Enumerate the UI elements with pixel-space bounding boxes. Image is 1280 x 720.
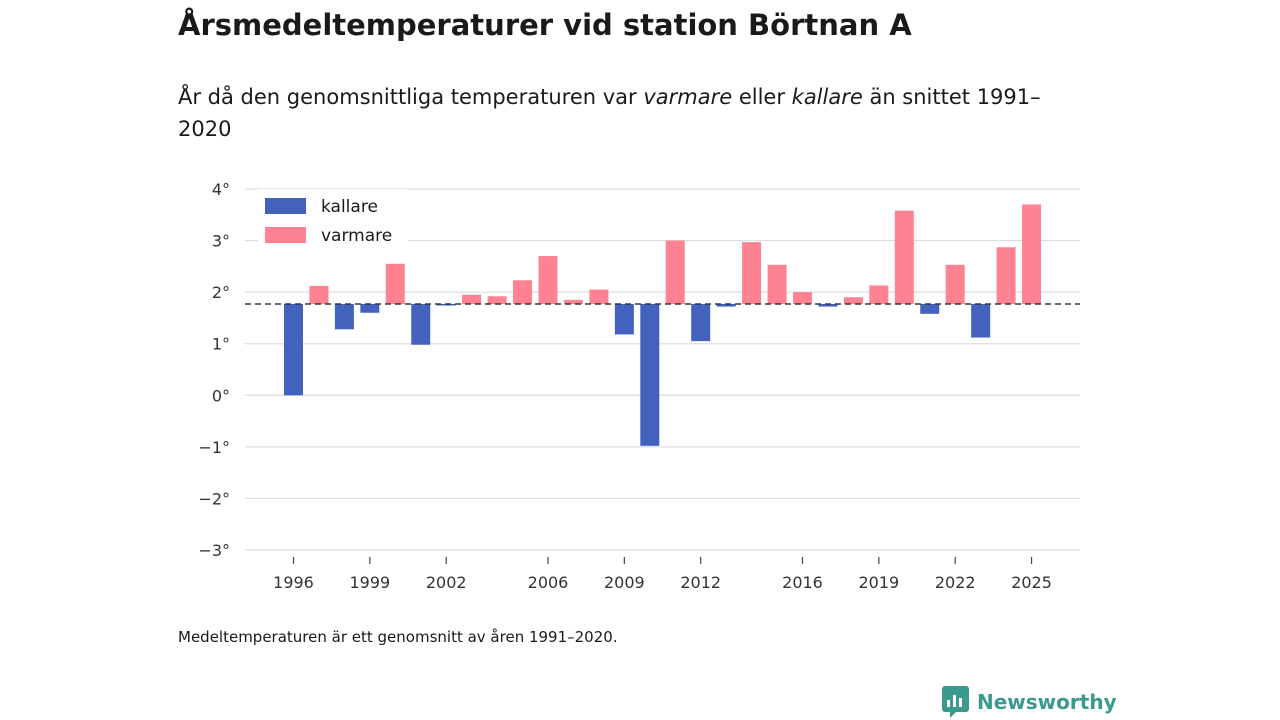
bar-2022 [945, 264, 965, 305]
y-tick-label: −3° [198, 541, 230, 560]
brand-name: Newsworthy [977, 690, 1117, 714]
x-tick-label: 2019 [858, 573, 899, 592]
bar-2024 [996, 247, 1016, 305]
y-tick-label: 4° [212, 180, 230, 199]
brand-logo: Newsworthy [942, 686, 1117, 718]
x-tick-label: 2006 [528, 573, 569, 592]
bar-2009 [614, 304, 634, 335]
bar-2003 [462, 294, 482, 305]
bar-chart: −3° −2° −1° 0° 1° 2° 3° 4° 1996 1999 2002 2006 2009 2… [198, 180, 1080, 592]
bar-2018 [843, 297, 863, 305]
subtitle-cold-word: kallare [791, 85, 863, 109]
bar-2025 [1022, 204, 1042, 305]
bar-2019 [869, 285, 889, 305]
subtitle-text-end: än snittet 1991–2020 [178, 85, 1041, 141]
legend-swatch-cold [265, 198, 306, 214]
x-tick-label: 2016 [782, 573, 823, 592]
y-tick-label: 1° [212, 335, 230, 354]
bar-2015 [767, 264, 787, 305]
bar-2012 [691, 304, 711, 342]
subtitle-warm-word: varmare [643, 85, 733, 109]
x-tick-label: 2022 [935, 573, 976, 592]
newsworthy-logo-icon [942, 686, 969, 718]
bar-2000 [385, 263, 405, 305]
legend-label-warm: varmare [321, 226, 392, 246]
bar-2020 [894, 210, 914, 305]
x-tick-label: 2025 [1011, 573, 1052, 592]
bar-2006 [538, 256, 558, 305]
bar-2007 [563, 299, 583, 305]
y-tick-label: 0° [212, 386, 230, 405]
legend-swatch-warm [265, 227, 306, 243]
bar-2021 [920, 304, 940, 314]
y-tick-label: −2° [198, 489, 230, 508]
bar-1998 [334, 304, 354, 330]
y-tick-label: −1° [198, 438, 230, 457]
bar-2008 [589, 289, 609, 305]
bar-2013 [716, 304, 736, 307]
bar-2011 [665, 240, 685, 305]
bar-2014 [742, 242, 762, 305]
subtitle-text-start: År då den genomsnittliga temperaturen va… [178, 85, 644, 109]
x-tick-label: 1996 [273, 573, 314, 592]
bar-2017 [818, 304, 838, 307]
bar-2023 [971, 304, 991, 338]
bar-2001 [411, 304, 431, 345]
bar-2004 [487, 296, 507, 305]
chart-title: Årsmedeltemperaturer vid station Börtnan… [178, 8, 912, 42]
subtitle-text-mid: eller [732, 85, 792, 109]
legend-label-cold: kallare [321, 197, 378, 217]
bar-2010 [640, 304, 660, 446]
bar-2016 [793, 292, 812, 305]
bar-1997 [309, 285, 329, 305]
x-tick-label: 2009 [604, 573, 645, 592]
y-tick-label: 2° [212, 283, 230, 302]
chart-subtitle: År då den genomsnittliga temperaturen va… [178, 81, 1058, 145]
footnote: Medeltemperaturen är ett genomsnitt av å… [178, 628, 618, 646]
bar-1996 [284, 304, 303, 396]
x-tick-label: 2002 [426, 573, 467, 592]
x-tick-label: 1999 [349, 573, 390, 592]
x-tick-label: 2012 [680, 573, 721, 592]
bar-2005 [513, 280, 533, 305]
y-tick-label: 3° [212, 232, 230, 251]
bar-1999 [360, 304, 380, 313]
